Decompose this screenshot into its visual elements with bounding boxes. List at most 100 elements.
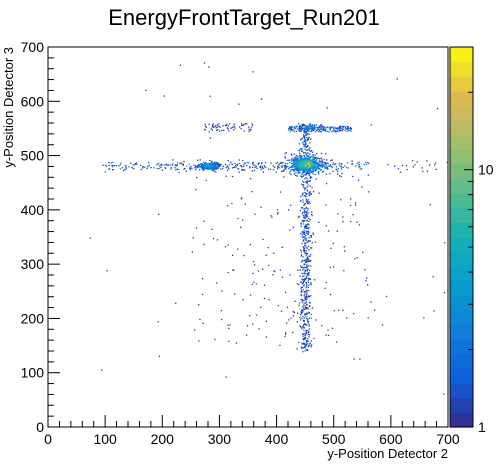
- data-point: [304, 270, 306, 272]
- data-point: [293, 164, 295, 166]
- data-point: [332, 163, 334, 166]
- data-point: [405, 165, 408, 167]
- data-point: [252, 124, 254, 126]
- data-point: [307, 334, 309, 336]
- data-point: [243, 164, 245, 166]
- data-point: [291, 159, 294, 161]
- data-point: [308, 136, 310, 138]
- data-point: [320, 127, 322, 129]
- data-point: [216, 166, 218, 168]
- data-point: [186, 165, 188, 167]
- data-point: [296, 125, 298, 127]
- data-point: [214, 164, 217, 166]
- data-point: [355, 165, 357, 167]
- data-point: [203, 165, 205, 167]
- data-point: [327, 162, 329, 164]
- data-point: [298, 152, 301, 154]
- data-point: [175, 302, 177, 304]
- x-tick-label: 700: [436, 431, 460, 447]
- data-point: [346, 125, 348, 128]
- data-point: [280, 162, 282, 164]
- data-point: [303, 187, 305, 189]
- data-point: [303, 327, 305, 329]
- colorbar-block: [450, 237, 473, 253]
- data-point: [174, 167, 176, 169]
- data-point: [338, 164, 341, 166]
- data-point: [225, 175, 227, 177]
- data-point: [303, 337, 305, 339]
- data-point: [303, 249, 305, 251]
- data-point: [199, 169, 201, 171]
- data-point: [207, 167, 210, 169]
- data-point: [337, 127, 339, 130]
- data-point: [421, 167, 423, 169]
- data-point: [331, 165, 333, 167]
- data-point: [301, 172, 304, 174]
- data-point: [300, 158, 303, 160]
- data-point: [304, 293, 306, 295]
- data-point: [300, 288, 302, 290]
- data-point: [305, 206, 307, 209]
- data-point: [312, 168, 314, 170]
- data-point: [304, 335, 306, 337]
- data-point: [201, 168, 204, 171]
- data-point: [310, 260, 312, 262]
- data-point: [303, 137, 306, 139]
- data-point: [305, 125, 307, 127]
- data-point: [303, 285, 305, 287]
- data-point: [350, 130, 352, 132]
- colorbar-block: [450, 120, 473, 136]
- data-point: [320, 157, 322, 159]
- data-point: [344, 129, 346, 131]
- data-point: [307, 155, 310, 157]
- data-point: [218, 164, 220, 166]
- data-point: [310, 282, 312, 284]
- data-point: [306, 231, 308, 233]
- data-point: [306, 258, 309, 261]
- data-point: [295, 159, 297, 161]
- data-point: [307, 340, 309, 342]
- data-point: [434, 162, 437, 164]
- data-point: [298, 126, 300, 128]
- data-point: [319, 159, 321, 162]
- data-point: [305, 287, 307, 289]
- data-point: [215, 125, 217, 127]
- data-point: [336, 169, 338, 171]
- data-point: [315, 126, 317, 129]
- data-point: [302, 333, 304, 335]
- data-point: [112, 161, 114, 164]
- data-point: [301, 165, 303, 167]
- data-point: [304, 233, 306, 235]
- plot-area: [47, 46, 449, 428]
- data-point: [308, 160, 310, 163]
- data-point: [158, 167, 160, 170]
- data-point: [209, 167, 211, 169]
- data-point: [249, 243, 251, 246]
- data-point: [300, 200, 302, 202]
- data-point: [301, 317, 303, 319]
- data-point: [304, 126, 307, 129]
- data-point: [234, 164, 237, 167]
- data-point: [244, 203, 246, 205]
- data-point: [211, 129, 213, 131]
- data-point: [327, 230, 330, 232]
- data-point: [243, 123, 245, 126]
- data-point: [309, 127, 311, 130]
- data-point: [303, 152, 305, 154]
- data-point: [260, 98, 263, 100]
- data-point: [298, 163, 300, 165]
- data-point: [252, 260, 255, 263]
- data-point: [292, 226, 294, 229]
- data-point: [205, 166, 207, 168]
- data-point: [281, 166, 283, 168]
- data-point: [178, 171, 180, 174]
- data-point: [304, 214, 306, 216]
- data-point: [206, 163, 208, 166]
- data-point: [305, 157, 307, 159]
- data-point: [258, 162, 260, 164]
- data-point: [211, 164, 213, 166]
- data-point: [210, 128, 212, 130]
- data-point: [304, 145, 306, 147]
- data-point: [303, 229, 305, 231]
- data-point: [294, 159, 297, 162]
